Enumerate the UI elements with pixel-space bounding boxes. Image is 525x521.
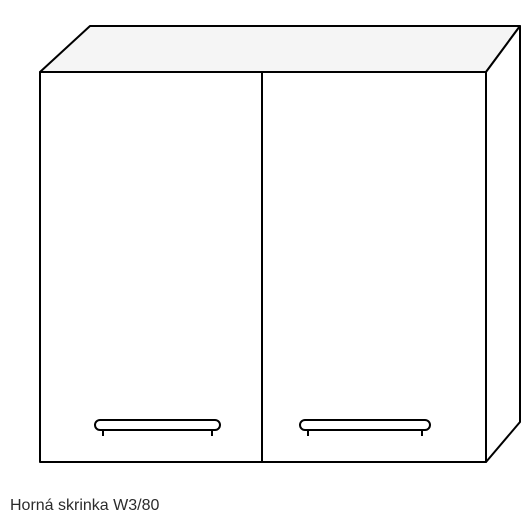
- handle-right: [300, 420, 430, 430]
- cabinet-top-face: [40, 26, 520, 72]
- caption-text: Horná skrinka W3/80: [10, 497, 159, 515]
- cabinet-right-face: [486, 26, 520, 462]
- diagram-canvas: Horná skrinka W3/80: [0, 0, 525, 521]
- handle-left: [95, 420, 220, 430]
- cabinet-drawing: [0, 0, 525, 521]
